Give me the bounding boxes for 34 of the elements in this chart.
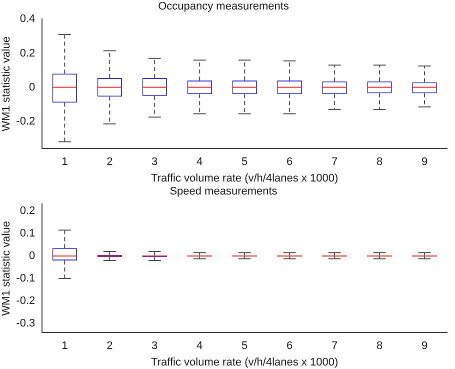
y-tick-label: -0.2 [16,295,36,308]
y-tick-label: 0.2 [20,204,36,217]
y-tick-label: 0.1 [20,228,36,240]
x-tick-label: 7 [331,156,338,168]
y-tick-label: 0 [29,250,36,262]
x-tick-label: 5 [242,340,248,352]
x-tick-label: 8 [376,156,383,168]
x-tick-label: 5 [242,156,248,168]
x-tick-label: 2 [106,156,113,168]
x-tick-label: 3 [152,340,158,352]
y-axis-title: WM1 statistic value [0,221,13,316]
y-axis-title: WM1 statistic value [0,36,13,132]
x-tick-label: 9 [421,340,428,352]
y-tick-label: -0.1 [16,272,36,285]
chart-title: Occupancy measurements [158,0,290,13]
x-tick-label: 9 [421,156,428,168]
x-tick-label: 4 [196,156,203,168]
x-axis-title: Traffic volume rate (v/h/4lanes x 1000) [151,172,338,184]
x-tick-label: 7 [331,340,338,352]
x-tick-label: 6 [286,340,293,352]
x-tick-label: 3 [152,156,158,168]
x-tick-label: 6 [286,156,293,168]
y-tick-label: -0.2 [16,115,36,128]
x-tick-label: 4 [196,340,203,352]
y-tick-label: 0.4 [20,13,36,26]
y-tick-label: -0.3 [16,318,36,330]
x-axis-title: Traffic volume rate (v/h/4lanes x 1000) [151,356,338,368]
y-tick-label: 0.2 [20,47,36,60]
chart-title: Speed measurements [170,186,278,198]
x-tick-label: 2 [106,340,113,352]
x-tick-label: 1 [62,156,68,168]
y-tick-label: 0 [29,81,36,94]
x-tick-label: 8 [376,340,383,352]
x-tick-label: 1 [62,340,68,352]
